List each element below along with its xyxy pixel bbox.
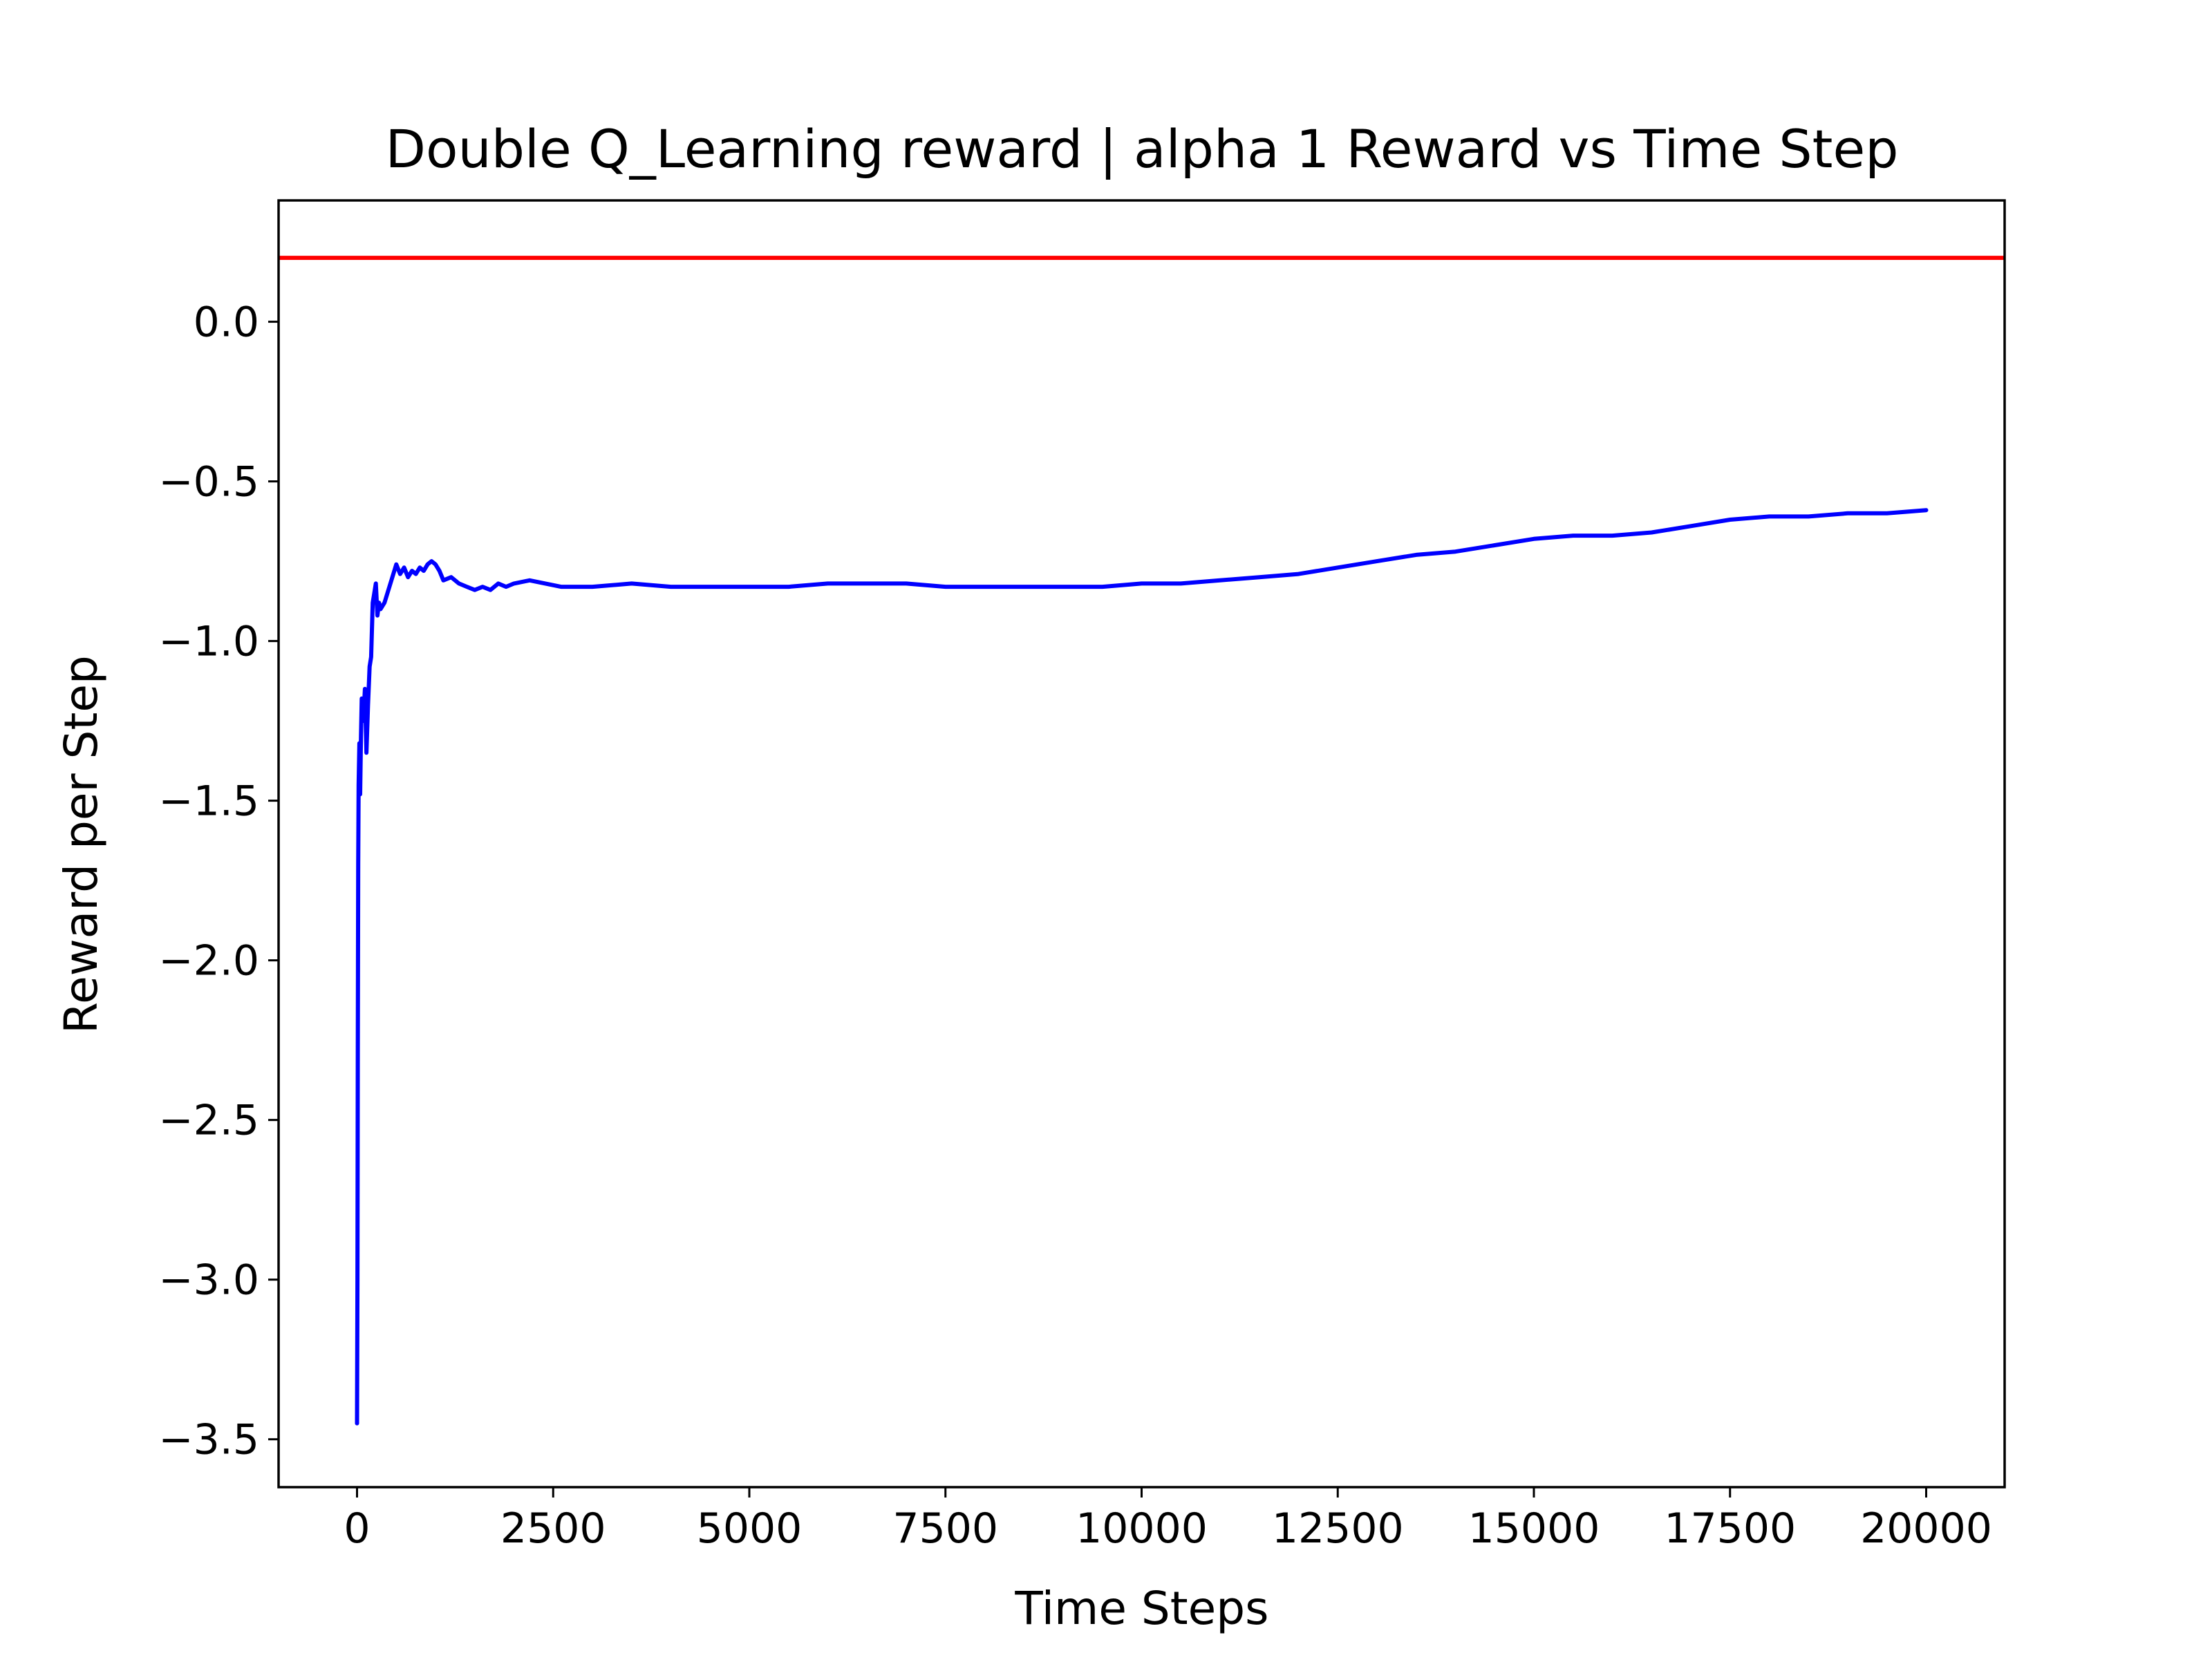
y-axis-label: Reward per Step bbox=[55, 655, 108, 1034]
x-tick-label: 20000 bbox=[1860, 1504, 1992, 1553]
x-axis-label: Time Steps bbox=[1014, 1582, 1268, 1635]
y-tick-label: −2.0 bbox=[158, 937, 259, 985]
y-tick-label: −0.5 bbox=[158, 458, 259, 507]
x-tick-label: 10000 bbox=[1076, 1504, 1208, 1553]
x-tick-label: 0 bbox=[344, 1504, 370, 1553]
y-tick-label: −2.5 bbox=[158, 1097, 259, 1145]
x-tick-label: 17500 bbox=[1664, 1504, 1796, 1553]
y-tick-label: −3.0 bbox=[158, 1256, 259, 1305]
y-tick-label: −1.0 bbox=[158, 618, 259, 666]
x-tick-label: 7500 bbox=[892, 1504, 998, 1553]
x-tick-label: 2500 bbox=[500, 1504, 606, 1553]
x-tick-label: 12500 bbox=[1272, 1504, 1404, 1553]
chart-marks: 0 2500 5000 7500 10000 12500 15000 17500 20000 0.… bbox=[158, 256, 2005, 1553]
series-line bbox=[355, 508, 1929, 1426]
x-tick-label: 15000 bbox=[1468, 1504, 1600, 1553]
plot-frame bbox=[277, 199, 2006, 1489]
x-tick-label: 5000 bbox=[697, 1504, 803, 1553]
y-tick-label: −3.5 bbox=[158, 1416, 259, 1464]
y-tick-label: −1.5 bbox=[158, 777, 259, 826]
chart-title: Double Q_Learning reward | alpha 1 Rewar… bbox=[386, 118, 1899, 180]
y-tick-label: 0.0 bbox=[194, 299, 259, 347]
